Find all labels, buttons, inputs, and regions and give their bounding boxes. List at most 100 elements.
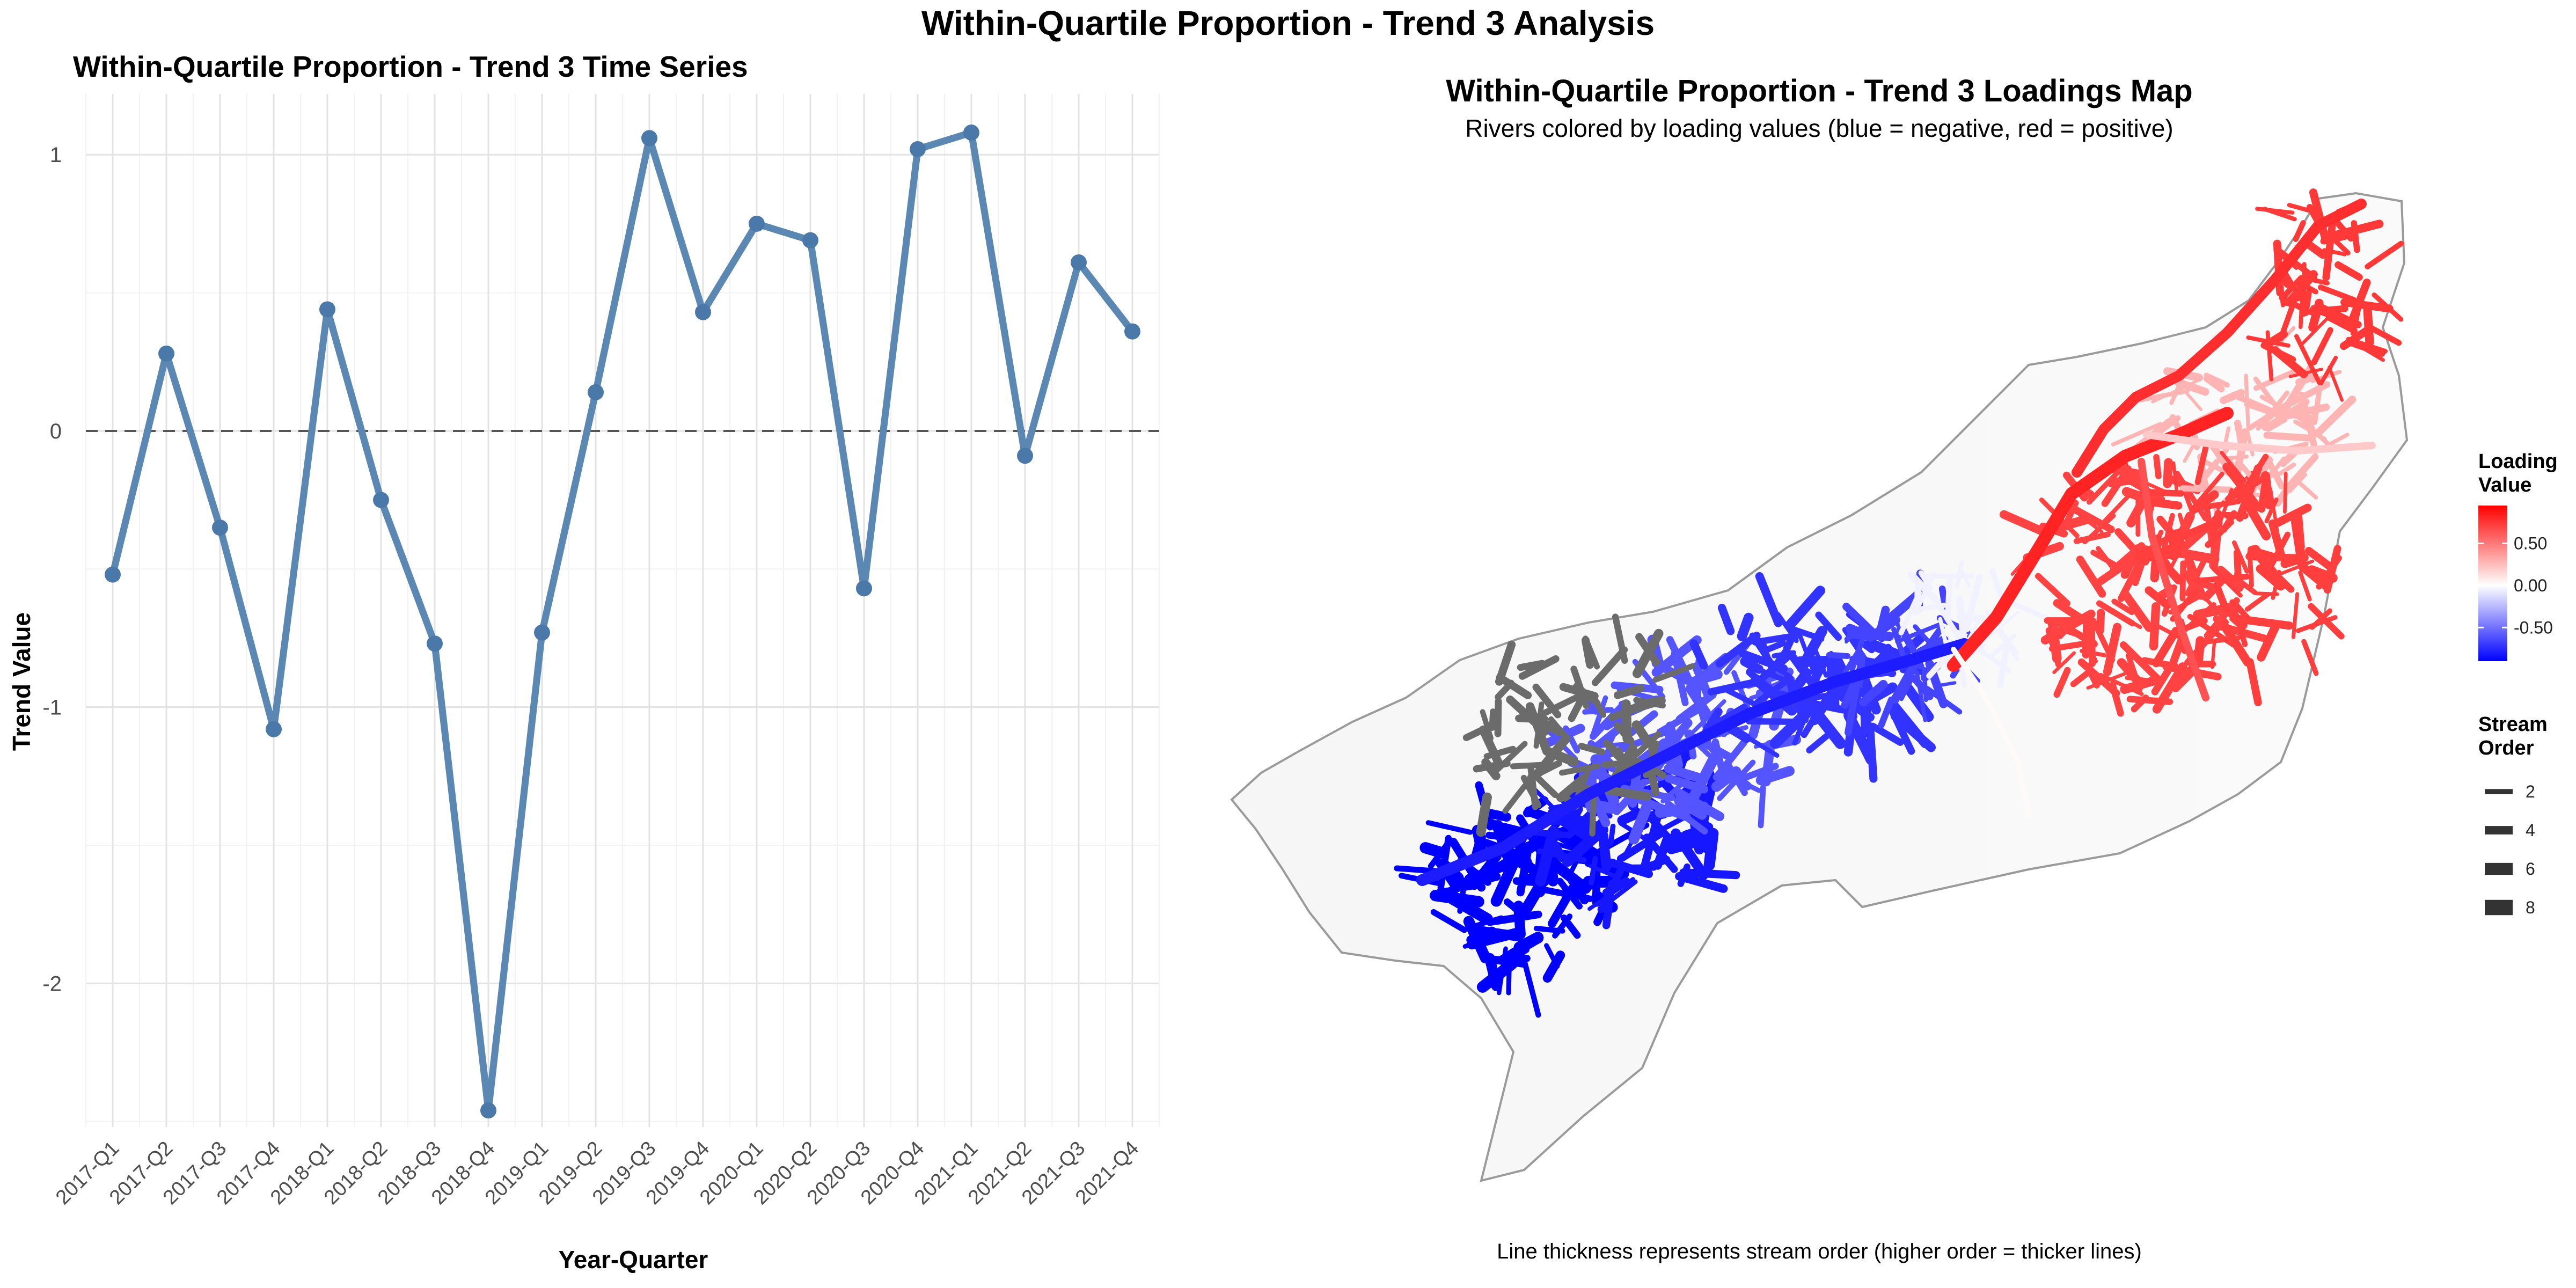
- tributary: [1692, 699, 1726, 733]
- main-stem: [2138, 458, 2209, 701]
- tributary: [2135, 389, 2190, 403]
- tributary: [1689, 639, 1708, 670]
- tributary: [2175, 471, 2208, 522]
- tributary-no-data: [1614, 684, 1644, 699]
- tributary: [1490, 857, 1520, 907]
- tributary: [2288, 472, 2307, 493]
- tributary: [2004, 598, 2054, 623]
- tributary-no-data: [1633, 697, 1666, 709]
- tributary: [2268, 487, 2280, 539]
- tributary: [2211, 640, 2216, 669]
- tributary-no-data: [1527, 759, 1562, 781]
- tributary: [2229, 617, 2249, 635]
- tributary-no-data: [1492, 741, 1528, 774]
- tributary-no-data: [1519, 708, 1564, 736]
- tributary: [1457, 881, 1467, 914]
- tributary: [1988, 634, 2016, 659]
- grid: [85, 94, 1160, 1127]
- tributary: [1869, 722, 1904, 746]
- tributary: [2301, 639, 2319, 676]
- data-point: [963, 125, 979, 141]
- tributary: [1608, 823, 1616, 846]
- tributary: [1845, 682, 1861, 736]
- tributary: [2270, 503, 2312, 529]
- tributary: [2171, 667, 2197, 692]
- tributary: [1842, 603, 1879, 639]
- tributary: [2145, 586, 2171, 609]
- tributary-no-data: [1592, 696, 1607, 718]
- tributary: [2287, 203, 2319, 215]
- tributary: [1815, 611, 1842, 641]
- tributary: [2151, 661, 2176, 696]
- tributary: [2339, 325, 2373, 350]
- tributary: [2171, 461, 2179, 496]
- main-stem: [1951, 647, 2031, 818]
- size-legend-title-line: Order: [2478, 737, 2534, 759]
- tributary: [2103, 623, 2122, 676]
- tributary: [1552, 913, 1573, 939]
- data-point: [1017, 448, 1033, 464]
- tributary: [2329, 219, 2384, 240]
- tributary-no-data: [1510, 762, 1547, 770]
- tributary: [2291, 592, 2300, 639]
- tributary: [1476, 958, 1518, 993]
- data-point: [212, 519, 228, 536]
- tributary: [2220, 450, 2246, 483]
- loadings-map: [1230, 188, 2409, 1182]
- map-title: Within-Quartile Proportion - Trend 3 Loa…: [1446, 74, 2193, 108]
- tributary: [2298, 570, 2312, 602]
- tributary: [2301, 403, 2317, 435]
- tributary: [2090, 550, 2128, 574]
- tributary-no-data: [1502, 784, 1527, 814]
- data-point: [641, 130, 657, 147]
- tributary: [1737, 612, 1754, 641]
- tributary: [2273, 246, 2317, 281]
- tributary: [2169, 545, 2184, 569]
- tributary: [2325, 314, 2358, 334]
- tributary: [1587, 877, 1635, 911]
- series: [86, 125, 1159, 1119]
- data-point: [1071, 254, 1087, 270]
- tributary: [1664, 764, 1702, 782]
- tributary: [1924, 685, 1963, 715]
- tributary: [2204, 375, 2225, 393]
- colorbar-tick-label: -0.50: [2514, 618, 2553, 637]
- tributary: [2216, 488, 2234, 530]
- data-point: [910, 141, 926, 157]
- y-tick-label: -1: [42, 696, 62, 720]
- color-legend-title: Loading Value: [2478, 450, 2558, 497]
- tributary: [1717, 603, 1735, 635]
- tributary: [2185, 556, 2208, 597]
- tributary: [2216, 454, 2249, 462]
- tributary: [1685, 684, 1711, 719]
- tributary: [2234, 420, 2245, 446]
- tributary: [1567, 757, 1618, 786]
- tributary-no-data: [1591, 646, 1628, 686]
- tributary: [1671, 650, 1689, 706]
- y-tick-label: 0: [50, 420, 62, 443]
- tributary: [2293, 220, 2306, 242]
- tributary: [2087, 462, 2128, 505]
- tributary: [2152, 626, 2180, 668]
- tributary: [1425, 820, 1473, 835]
- tributary: [2220, 621, 2252, 667]
- tributary: [2111, 422, 2163, 447]
- tributary: [1542, 950, 1565, 983]
- tributary: [1877, 590, 1922, 630]
- tributary: [2255, 207, 2295, 215]
- tributary: [1845, 624, 1863, 644]
- tributary: [2238, 491, 2271, 540]
- tributary: [1589, 864, 1618, 879]
- tributary: [2125, 676, 2150, 683]
- tributary: [1896, 618, 1901, 640]
- tributary: [2363, 303, 2374, 347]
- tributary: [2268, 519, 2285, 559]
- tributary: [1826, 652, 1851, 660]
- tributary: [2106, 475, 2135, 487]
- tributary: [1597, 867, 1624, 913]
- tributary: [2253, 367, 2301, 391]
- tributary: [2244, 374, 2250, 430]
- tributary: [2192, 471, 2224, 509]
- tributary: [2264, 497, 2279, 523]
- tributary: [1966, 616, 1983, 641]
